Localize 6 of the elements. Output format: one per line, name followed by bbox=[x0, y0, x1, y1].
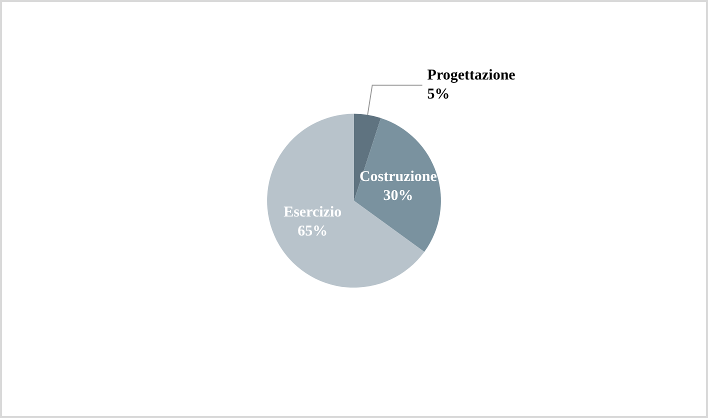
data-label: 30% bbox=[383, 188, 414, 204]
data-label: 65% bbox=[298, 223, 328, 240]
slice-label: Costruzione bbox=[359, 168, 438, 185]
slice-label: Esercizio bbox=[284, 204, 342, 220]
slice-label: Progettazione bbox=[427, 68, 516, 84]
data-label: 5% bbox=[427, 86, 450, 103]
